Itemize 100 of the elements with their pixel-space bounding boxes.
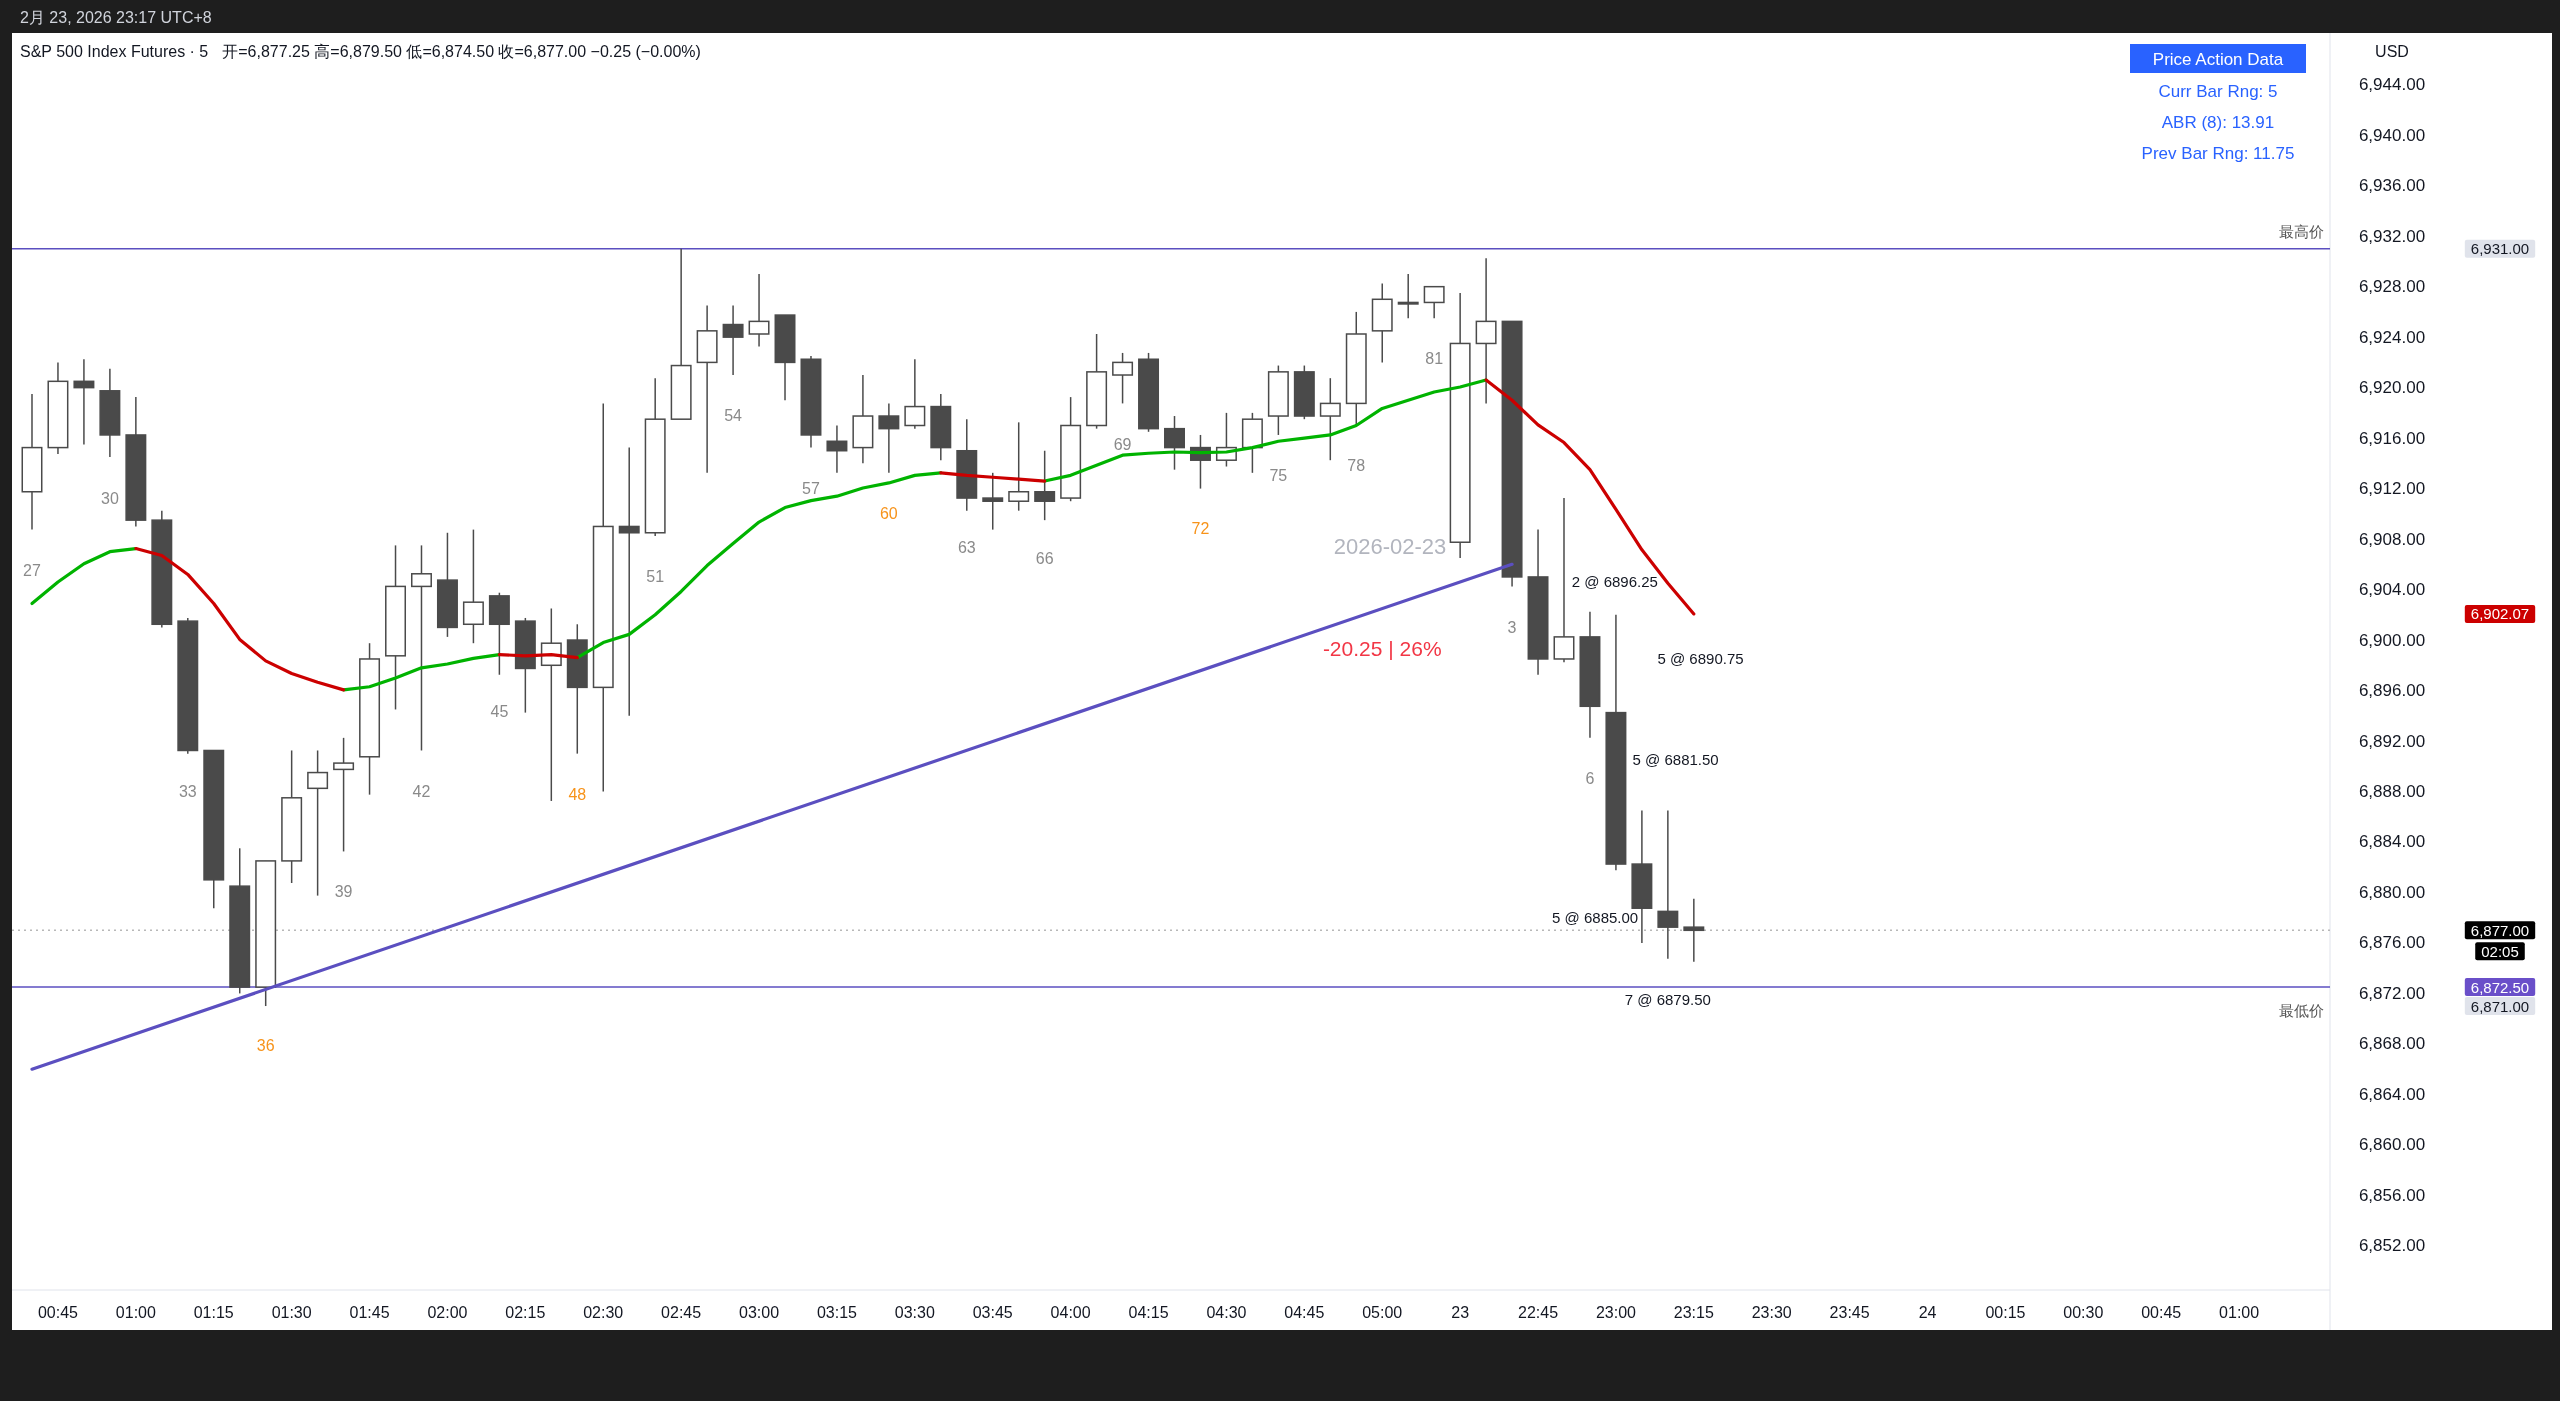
annotation: 27	[23, 562, 41, 580]
y-tick-label: 6,904.00	[2358, 580, 2426, 600]
candlestick	[1683, 898, 1705, 963]
annotation: ABR (8): 13.91	[2161, 112, 2275, 132]
x-tick-label: 04:30	[1206, 1303, 1247, 1321]
candlestick	[618, 446, 640, 717]
x-tick-label: 01:30	[271, 1303, 312, 1321]
y-tick-label: 6,936.00	[2358, 176, 2426, 196]
annotation: 2026-02-23	[1333, 534, 1447, 560]
annotation: 63	[957, 539, 976, 557]
x-tick-label: 23:15	[1673, 1303, 1714, 1321]
x-tick-label: 04:00	[1050, 1303, 1091, 1321]
annotation: 39	[334, 882, 353, 900]
x-tick-label: 02:30	[583, 1303, 624, 1321]
candlestick	[1475, 257, 1497, 405]
x-tick-label: 01:45	[349, 1303, 390, 1321]
y-tick-label: 6,852.00	[2358, 1236, 2426, 1256]
y-tick-label: 6,888.00	[2358, 781, 2426, 801]
y-tick-label: 6,912.00	[2358, 479, 2426, 499]
ref-line-label: 最高价	[2279, 223, 2324, 241]
annotation: 75	[1269, 466, 1288, 484]
y-tick-label: 6,868.00	[2358, 1034, 2426, 1054]
candlestick	[462, 528, 484, 644]
candlestick	[722, 304, 744, 376]
candlestick	[411, 544, 432, 752]
text: 02:05	[2481, 942, 2519, 960]
x-tick-label: 04:45	[1284, 1303, 1325, 1321]
annotation: 30	[100, 489, 119, 507]
x-tick-label: 22:45	[1518, 1303, 1559, 1321]
candlestick	[1008, 421, 1030, 512]
annotation: 81	[1425, 350, 1444, 368]
candlestick	[307, 749, 329, 897]
text: S&P 500 Index Futures · 5	[20, 42, 209, 60]
y-tick-label: 6,932.00	[2358, 226, 2426, 246]
x-tick-label: 02:15	[505, 1303, 546, 1321]
y-tick-label: 6,916.00	[2358, 428, 2426, 448]
annotation: Price Action Data	[2152, 49, 2284, 69]
annotation: 69	[1113, 435, 1132, 453]
annotation: 45	[490, 703, 509, 721]
candlestick	[333, 737, 355, 853]
y-tick-label: 6,944.00	[2358, 75, 2426, 95]
x-tick-label: 02:00	[427, 1303, 468, 1321]
x-tick-label: 03:15	[816, 1303, 858, 1321]
y-axis-title: USD	[2375, 42, 2409, 60]
candlestick	[1319, 377, 1341, 461]
candlestick	[748, 273, 770, 348]
candlestick	[1397, 273, 1419, 319]
x-tick-label: 00:30	[2063, 1303, 2104, 1321]
annotation: 5 @ 6890.75	[1657, 650, 1744, 668]
x-tick-label: 01:00	[2219, 1303, 2260, 1321]
x-tick-label: 03:30	[894, 1303, 935, 1321]
text: 6,877.00	[2470, 921, 2530, 939]
text: 6,871.00	[2470, 997, 2530, 1015]
text: 6,872.50	[2470, 978, 2530, 996]
x-tick-label: 03:45	[972, 1303, 1013, 1321]
y-tick-label: 6,884.00	[2358, 832, 2426, 852]
y-tick-label: 6,892.00	[2358, 731, 2426, 751]
candlestick	[1034, 449, 1056, 521]
y-tick-label: 6,872.00	[2358, 983, 2426, 1003]
x-tick-label: 04:15	[1128, 1303, 1169, 1321]
annotation: 5 @ 6881.50	[1632, 751, 1719, 769]
annotation: 36	[256, 1036, 275, 1054]
x-tick-label: 00:45	[37, 1303, 79, 1321]
y-tick-label: 6,924.00	[2358, 327, 2426, 347]
y-tick-label: 6,900.00	[2358, 630, 2426, 650]
x-tick-label: 01:00	[115, 1303, 156, 1321]
x-tick-label: 24	[1918, 1303, 1937, 1321]
annotation: 48	[568, 785, 587, 803]
text: 2月 23, 2026 23:17 UTC+8	[20, 8, 212, 26]
y-tick-label: 6,928.00	[2358, 277, 2426, 297]
x-tick-label: 00:15	[1985, 1303, 2026, 1321]
x-tick-label: 23:00	[1595, 1303, 1637, 1321]
y-tick-label: 6,864.00	[2358, 1084, 2426, 1104]
candlestick	[826, 424, 848, 474]
x-tick-label: 23:30	[1751, 1303, 1792, 1321]
annotation: 51	[646, 568, 665, 586]
y-tick-label: 6,920.00	[2358, 378, 2426, 398]
y-tick-label: 6,940.00	[2358, 125, 2426, 145]
y-tick-label: 6,880.00	[2358, 882, 2426, 902]
annotation: 54	[724, 406, 743, 424]
annotation: 78	[1347, 457, 1366, 474]
annotation: 2 @ 6896.25	[1571, 573, 1658, 591]
candlestick	[904, 358, 926, 430]
x-tick-label: 03:00	[739, 1303, 780, 1321]
y-tick-label: 6,896.00	[2358, 681, 2426, 701]
x-tick-label: 05:00	[1362, 1303, 1403, 1321]
text: 6,931.00	[2470, 240, 2530, 258]
y-tick-label: 6,908.00	[2358, 529, 2426, 549]
candlestick	[1164, 415, 1185, 471]
annotation: 66	[1035, 549, 1054, 567]
x-tick-label: 23:45	[1829, 1303, 1870, 1321]
annotation: 72	[1191, 520, 1210, 538]
text: 开=6,877.25 高=6,879.50 低=6,874.50 收=6,877.00 −0.25 (−0.00%)	[222, 42, 701, 60]
candlestick	[73, 358, 95, 446]
y-tick-label: 6,876.00	[2358, 933, 2426, 953]
annotation: Curr Bar Rng: 5	[2158, 81, 2278, 101]
x-tick-label: 01:15	[193, 1303, 234, 1321]
annotation: 60	[879, 504, 898, 522]
annotation: Prev Bar Rng: 11.75	[2141, 143, 2295, 163]
x-tick-label: 00:45	[2141, 1303, 2182, 1321]
